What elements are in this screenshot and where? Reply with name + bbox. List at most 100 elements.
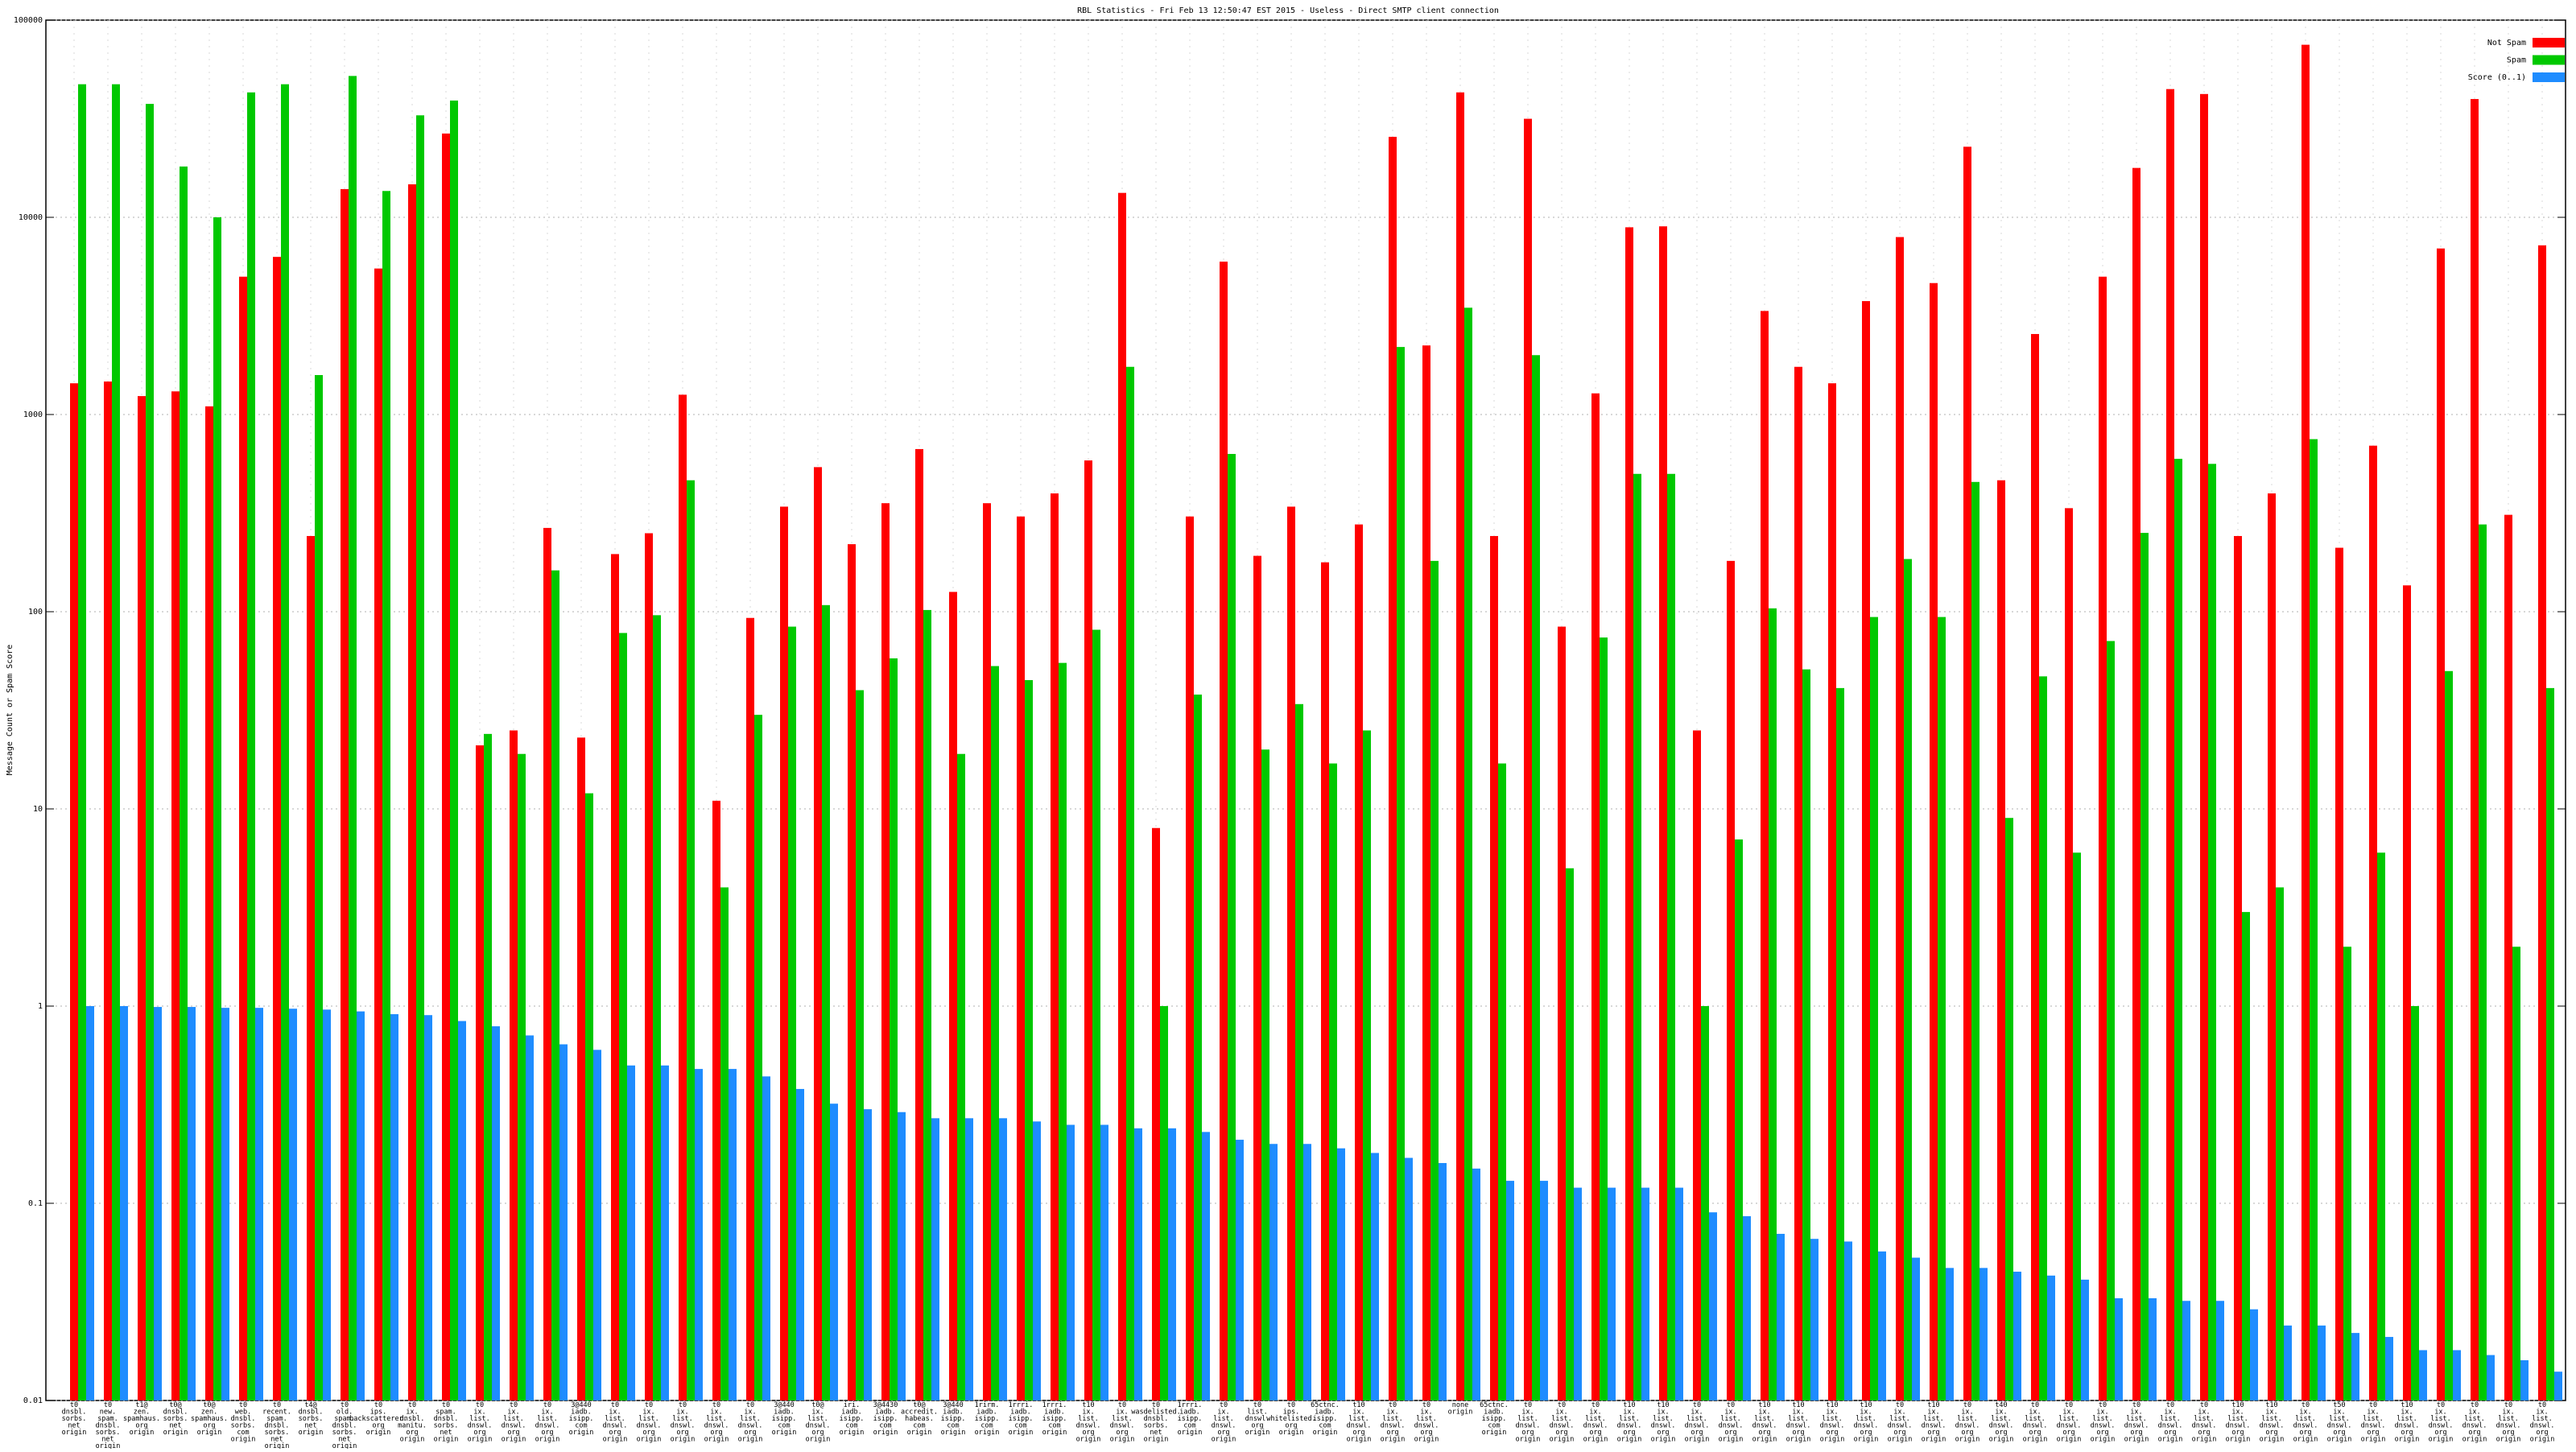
x-tick-label-line: origin [1617,1436,1642,1444]
x-tick-label: t0 ix. list. dnswl. org origin [2530,1401,2555,1444]
x-tick-label-line: origin [704,1436,729,1444]
x-tick-label-line: isipp. [1482,1415,1507,1423]
x-tick-label-line: org [1555,1429,1567,1437]
x-tick-label: t0 ix. list. dnswl. org origin [2158,1401,2183,1444]
x-tick-label-line: list. [1348,1415,1369,1423]
x-tick-label-line: ips. [1283,1409,1299,1417]
x-tick-label-line: origin [1381,1436,1406,1444]
x-tick-label-line: list. [605,1415,625,1423]
x-tick-label-line: list. [1416,1415,1437,1423]
x-tick-label-line: list. [2498,1415,2519,1423]
x-tick-label-line: origin [2462,1436,2487,1444]
x-tick-label-line: sorbs. [1144,1422,1169,1430]
bar [645,533,653,1401]
x-tick-label-line: t0 [2504,1401,2512,1409]
x-tick-label-line: ix. [1826,1409,1838,1417]
x-tick-label: t0 ix. list. dnswl. org origin [2293,1401,2318,1444]
x-tick-label-line: origin [468,1436,493,1444]
bar [1930,283,1938,1400]
bar [1321,562,1329,1400]
x-tick-label-line: iadb. [1315,1409,1335,1417]
x-tick-label-line: t10 [2265,1401,2277,1409]
bar [1761,311,1769,1400]
x-tick-label-line: recent. [262,1409,291,1417]
bar [450,100,458,1400]
x-tick-label-line: t10 [1826,1401,1838,1409]
x-tick-label-line: list. [1754,1415,1775,1423]
bar [2310,439,2318,1400]
x-tick-label-line: dnswl. [2023,1422,2048,1430]
x-tick-label-line: ix. [1893,1409,1905,1417]
x-tick-label-line: zen. [134,1409,150,1417]
x-tick-label-line: list. [1551,1415,1572,1423]
x-tick-label-line: t0 [1422,1401,1430,1409]
x-tick-label-line: iadb. [571,1409,592,1417]
x-tick-label-line: net [169,1422,181,1430]
x-tick-label-line: ix. [2299,1409,2311,1417]
x-tick-label: t0 ix. list. dnswl. org origin [468,1401,493,1444]
x-tick-label: t10 ix. list. dnswl. org origin [1854,1401,1879,1444]
legend-label: Score (0..1) [2468,73,2526,82]
bar [78,84,86,1400]
x-tick-label-line: t1@ [135,1401,147,1409]
bar [931,1118,939,1400]
x-tick-label-line: t10 [1657,1401,1669,1409]
x-tick-label-line: ix. [676,1409,688,1417]
x-tick-label-line: spam. [97,1415,118,1423]
x-tick-label-line: list. [1619,1415,1640,1423]
x-tick-label-line: origin [1888,1436,1913,1444]
x-tick-label-line: iadb. [1044,1409,1065,1417]
x-tick-label: none origin [1448,1401,1473,1417]
x-tick-label-line: t0 [374,1401,382,1409]
x-tick-label: t0@ accredit. habeas. com origin [901,1401,938,1437]
bar [1464,307,1472,1400]
x-tick-label: 1rrri. iadb. isipp. com origin [1009,1401,1034,1437]
x-tick-label-line: origin [1685,1436,1710,1444]
x-tick-label-line: dnswl. [2462,1422,2487,1430]
x-tick-label-line: t10 [1792,1401,1804,1409]
x-tick-label: t0 wasdelisted. dnsbl. sorbs. net origin [1131,1401,1180,1444]
x-tick-label-line: t0 [239,1401,247,1409]
bar [796,1088,804,1400]
x-tick-label-line: ix. [507,1409,519,1417]
x-tick-label-line: ix. [2231,1409,2244,1417]
x-tick-label-line: ix. [2130,1409,2142,1417]
x-tick-label-line: ix. [1082,1409,1094,1417]
x-tick-label-line: origin [1786,1436,1811,1444]
bar [1269,1144,1278,1400]
x-tick-label-line: origin [366,1429,391,1437]
x-tick-label-line: org [1758,1429,1770,1437]
x-tick-label-line: list. [2329,1415,2350,1423]
bar [2031,333,2039,1400]
x-tick-label-line: dnsbl. [434,1415,459,1423]
x-tick-label-line: isipp. [1009,1415,1034,1423]
x-tick-label-line: t0 [1118,1401,1126,1409]
y-tick-label: 1 [38,1002,43,1011]
x-tick-label-line: t0 [1389,1401,1397,1409]
x-tick-label-line: t0 [1727,1401,1735,1409]
x-tick-label: t0 ix. list. dnswl. org origin [2091,1401,2116,1444]
x-tick-label-line: org [1927,1429,1939,1437]
x-tick-label-line: list. [706,1415,727,1423]
bar [180,166,188,1400]
bar [1186,516,1194,1400]
x-tick-label-line: list. [2227,1415,2248,1423]
bar [2208,464,2216,1400]
bar [526,1035,534,1400]
x-tick-label-line: t0 [2369,1401,2377,1409]
x-tick-label-line: com [237,1429,249,1437]
bar [2081,1279,2089,1400]
x-tick-label-line: org [2333,1429,2345,1437]
bar [1667,473,1675,1400]
x-tick-label-line: 65ctnc. [1311,1401,1340,1409]
bar [2268,493,2276,1401]
x-tick-label-line: dnsbl. [400,1415,425,1423]
x-tick-label-line: ix. [1116,1409,1128,1417]
bar [1912,1257,1920,1400]
x-tick-label: t10 ix. list. dnswl. org origin [2226,1401,2251,1444]
x-tick-label-line: 3@440 [943,1401,964,1409]
x-tick-label-line: list. [1686,1415,1707,1423]
bar [2200,93,2208,1400]
bar [1152,827,1160,1400]
x-tick-label-line: org [1285,1422,1297,1430]
